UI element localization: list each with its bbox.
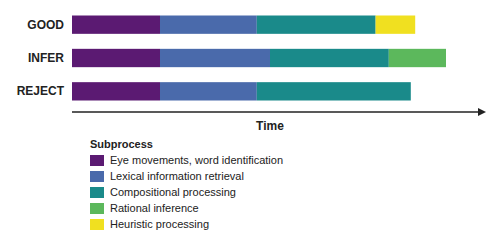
axis-arrow: [478, 108, 486, 116]
bar-segment: [160, 16, 257, 34]
x-axis-label: Time: [256, 119, 284, 133]
bar-segment: [72, 49, 160, 67]
bar-segment: [257, 16, 376, 34]
bar-segment: [270, 49, 389, 67]
legend-swatch: [90, 155, 104, 166]
legend-label: Lexical information retrieval: [110, 170, 244, 182]
legend-title: Subprocess: [90, 138, 153, 150]
bar-segment: [160, 82, 257, 100]
category-label: GOOD: [27, 18, 64, 32]
bar-segment: [257, 82, 411, 100]
bar-segment: [389, 49, 446, 67]
chart: GOOD INFER REJECT Time Subprocess Eye movemen…: [0, 0, 500, 250]
x-axis: [72, 111, 480, 113]
bars: [72, 16, 446, 101]
category-label: REJECT: [17, 84, 65, 98]
legend-label: Rational inference: [110, 202, 199, 214]
legend-swatch: [90, 219, 104, 230]
bar-segment: [160, 49, 270, 67]
bar-segment: [376, 16, 416, 34]
legend-swatch: [90, 187, 104, 198]
legend-swatch: [90, 171, 104, 182]
legend-label: Compositional processing: [110, 186, 236, 198]
bar-segment: [410, 82, 411, 100]
bar-segment: [446, 49, 447, 67]
bar-segment: [410, 82, 411, 100]
legend-label: Heuristic processing: [110, 218, 209, 230]
bar-segment: [72, 82, 160, 100]
legend-swatch: [90, 203, 104, 214]
bar-segment: [72, 16, 160, 34]
category-label: INFER: [28, 51, 64, 65]
legend-label: Eye movements, word identification: [110, 154, 283, 166]
